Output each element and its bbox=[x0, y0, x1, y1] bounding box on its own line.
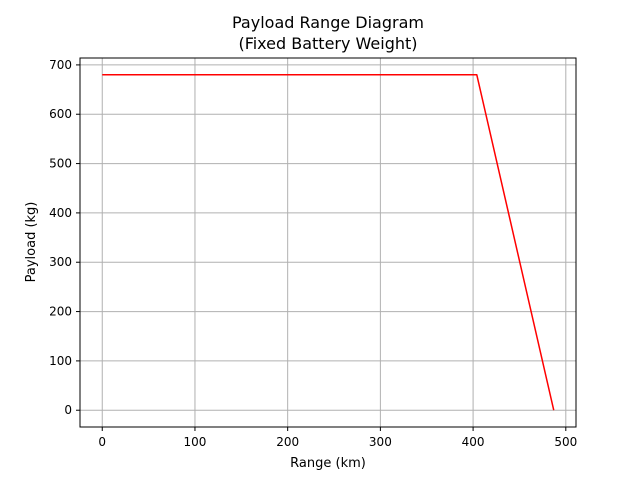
y-tick-label: 300 bbox=[49, 255, 72, 269]
series-layer bbox=[102, 74, 555, 411]
x-tick-label: 0 bbox=[98, 435, 106, 449]
y-tick-label: 500 bbox=[49, 157, 72, 171]
y-tick-label: 0 bbox=[64, 403, 72, 417]
series-line-payload-range bbox=[102, 74, 555, 411]
y-tick-label: 200 bbox=[49, 305, 72, 319]
plot-frame bbox=[79, 57, 577, 428]
y-tick-label: 400 bbox=[49, 206, 72, 220]
y-tick-label: 700 bbox=[49, 58, 72, 72]
y-axis-ticks: 0 100 200 300 400 500 600 700 bbox=[49, 58, 80, 417]
x-tick-label: 100 bbox=[184, 435, 207, 449]
y-axis-label: Payload (kg) bbox=[24, 202, 39, 283]
grid-lines bbox=[80, 58, 576, 427]
chart-subtitle: (Fixed Battery Weight) bbox=[238, 34, 417, 53]
x-axis-ticks: 0 100 200 300 400 500 bbox=[98, 427, 577, 449]
x-axis-label: Range (km) bbox=[290, 456, 366, 471]
y-tick-label: 600 bbox=[49, 107, 72, 121]
x-tick-label: 500 bbox=[554, 435, 577, 449]
x-tick-label: 300 bbox=[369, 435, 392, 449]
x-tick-label: 400 bbox=[462, 435, 485, 449]
y-tick-label: 100 bbox=[49, 354, 72, 368]
x-tick-label: 200 bbox=[276, 435, 299, 449]
chart-title: Payload Range Diagram bbox=[232, 13, 424, 32]
